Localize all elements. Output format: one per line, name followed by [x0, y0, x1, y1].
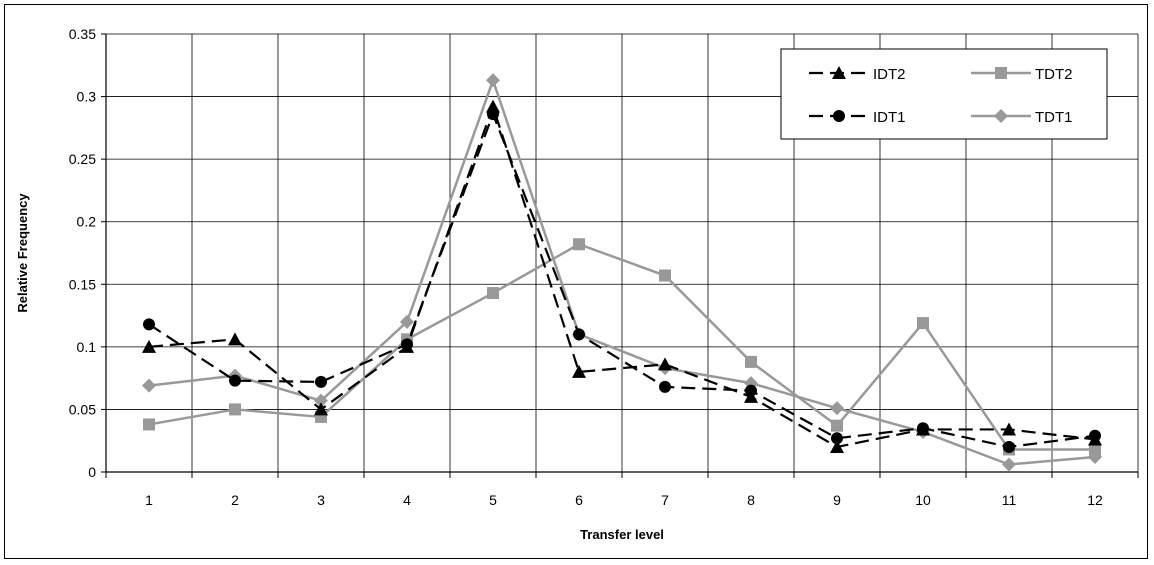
- y-tick-label: 0.3: [77, 89, 97, 105]
- data-point-tdt1: [1002, 457, 1016, 472]
- series-line-idt1: [148, 112, 1096, 449]
- legend-label-idt2: IDT2: [873, 66, 906, 83]
- data-point-tdt1: [486, 73, 500, 88]
- data-point-idt2: [314, 402, 328, 416]
- data-point-tdt2: [487, 287, 499, 300]
- data-point-tdt2: [573, 238, 585, 251]
- x-tick-label: 4: [403, 492, 411, 508]
- data-point-idt2: [142, 339, 156, 353]
- legend-label-idt1: IDT1: [873, 109, 906, 126]
- data-point-idt2: [658, 357, 672, 371]
- legend-label-tdt2: TDT2: [1035, 66, 1073, 83]
- data-point-idt2: [1002, 422, 1016, 436]
- legend-entry-idt1: IDT1: [809, 109, 906, 126]
- legend-entry-tdt2: TDT2: [971, 66, 1073, 83]
- x-tick-label: 2: [231, 492, 239, 508]
- y-tick-label: 0: [88, 464, 96, 480]
- data-point-idt2: [572, 364, 586, 378]
- legend: IDT2 TDT2 IDT1 TDT1: [780, 48, 1108, 140]
- axes: 00.050.10.150.20.250.30.351 2 3 4 5 6 7 8 9 10 11 1…: [69, 26, 1139, 508]
- series-idt2: [142, 99, 1102, 453]
- data-point-tdt1: [314, 393, 328, 408]
- x-tick-label: 10: [915, 492, 931, 508]
- x-tick-label: 8: [747, 492, 755, 508]
- y-tick-label: 0.35: [69, 26, 96, 42]
- legend-marker-tdt1: [994, 109, 1008, 123]
- data-point-idt2: [228, 332, 242, 346]
- data-point-idt1: [401, 338, 413, 351]
- legend-marker-idt2: [832, 66, 846, 79]
- legend-marker-tdt2: [995, 67, 1007, 79]
- data-point-tdt1: [142, 378, 156, 393]
- y-tick-label: 0.05: [69, 401, 96, 417]
- data-point-tdt1: [1088, 449, 1102, 464]
- x-axis-title: Transfer level: [580, 527, 664, 542]
- x-tick-label: 1: [145, 492, 153, 508]
- series-line-tdt2: [148, 242, 1095, 451]
- data-point-tdt2: [659, 269, 671, 282]
- x-tick-label: 12: [1087, 492, 1103, 508]
- data-point-tdt2: [143, 418, 155, 431]
- data-point-idt1: [659, 380, 671, 393]
- data-point-tdt1: [400, 314, 414, 329]
- series-line-idt2: [148, 105, 1096, 449]
- legend-entry-tdt1: TDT1: [971, 109, 1073, 126]
- data-point-idt1: [1089, 429, 1101, 442]
- data-point-idt1: [745, 384, 757, 397]
- data-point-tdt2: [1089, 443, 1101, 456]
- data-point-idt1: [831, 432, 843, 445]
- data-point-tdt2: [831, 419, 843, 432]
- x-tick-label: 3: [317, 492, 325, 508]
- data-point-idt1: [143, 318, 155, 331]
- y-tick-label: 0.2: [77, 214, 97, 230]
- data-point-idt1: [487, 108, 499, 121]
- data-point-idt1: [917, 422, 929, 435]
- data-point-tdt2: [917, 317, 929, 330]
- data-point-idt1: [1003, 440, 1015, 453]
- data-point-idt1: [229, 374, 241, 387]
- y-tick-label: 0.25: [69, 151, 96, 167]
- series-group: [142, 73, 1102, 472]
- x-tick-label: 11: [1002, 492, 1017, 508]
- legend-marker-idt1: [833, 110, 845, 122]
- x-tick-label: 9: [833, 492, 841, 508]
- y-tick-label: 0.1: [77, 339, 97, 355]
- data-point-idt1: [573, 328, 585, 341]
- data-point-tdt1: [830, 401, 844, 416]
- y-tick-label: 0.15: [69, 276, 96, 292]
- data-point-tdt2: [745, 355, 757, 368]
- x-tick-label: 5: [489, 492, 497, 508]
- legend-entry-idt2: IDT2: [809, 66, 906, 83]
- x-tick-label: 7: [661, 492, 669, 508]
- data-point-idt1: [315, 375, 327, 388]
- legend-box: [780, 48, 1108, 140]
- data-point-idt2: [830, 439, 844, 453]
- legend-label-tdt1: TDT1: [1035, 109, 1073, 126]
- series-idt1: [143, 108, 1101, 453]
- y-axis-title: Relative Frequency: [15, 193, 30, 313]
- x-tick-label: 6: [575, 492, 583, 508]
- data-point-tdt2: [229, 403, 241, 416]
